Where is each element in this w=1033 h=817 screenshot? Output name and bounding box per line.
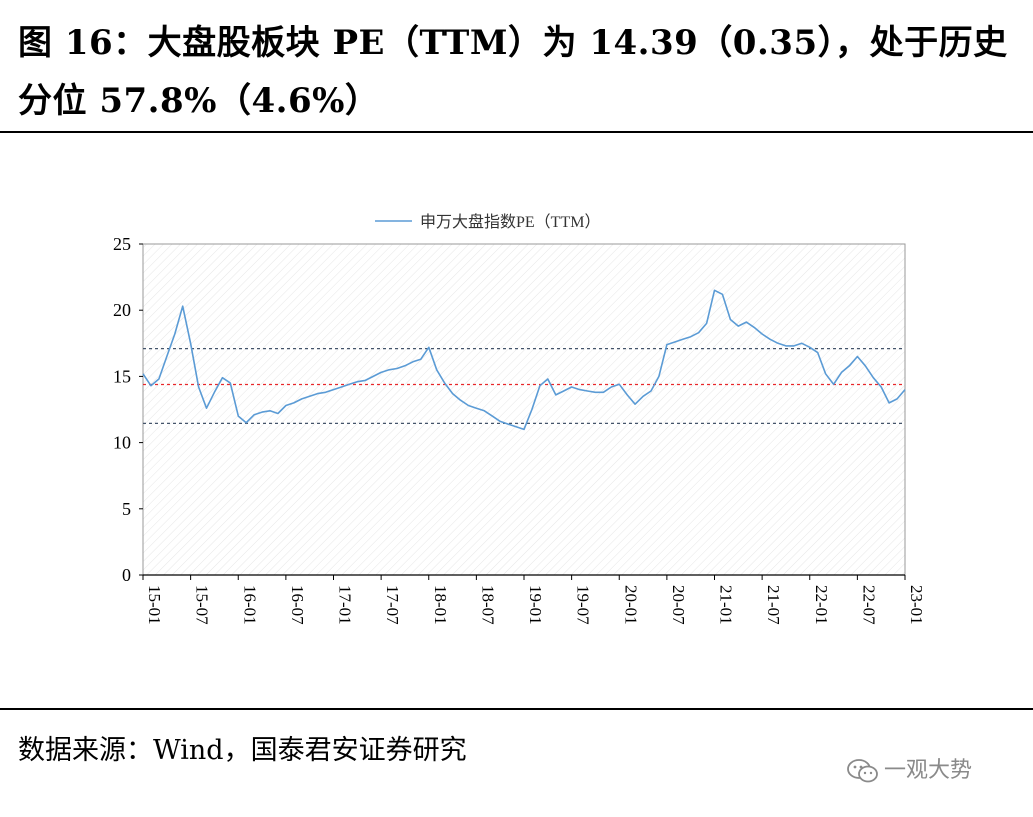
- y-tick-label: 25: [113, 234, 131, 254]
- y-tick-label: 20: [113, 300, 131, 320]
- legend: 申万大盘指数PE（TTM）: [375, 212, 600, 231]
- x-tick-label: 21-07: [764, 585, 783, 625]
- plot-area: [142, 243, 906, 576]
- x-tick-label: 15-07: [193, 585, 212, 625]
- x-tick-label: 17-01: [336, 585, 355, 625]
- y-tick-label: 10: [113, 433, 131, 453]
- reference-lines: [143, 347, 905, 425]
- x-tick-label: 22-07: [859, 585, 878, 625]
- x-tick-label: 22-01: [812, 585, 831, 625]
- source-note: 数据来源：Wind，国泰君安证券研究: [18, 735, 467, 766]
- x-axis: 15-01 15-07 16-01 16-07 17-01 17-07 18-01 18-07…: [142, 575, 926, 625]
- series-line: [142, 289, 906, 431]
- x-tick-label: 16-07: [288, 585, 307, 625]
- x-tick-label: 23-01: [907, 585, 926, 625]
- y-axis: 0 5 10 15 20 25: [113, 234, 143, 585]
- title-rule: [0, 131, 1033, 133]
- watermark-text: 一观大势: [884, 758, 973, 783]
- y-tick-label: 5: [122, 499, 131, 519]
- x-tick-label: 21-01: [717, 585, 736, 625]
- wechat-icon: [847, 759, 878, 783]
- y-tick-label: 0: [122, 565, 131, 585]
- legend-label: 申万大盘指数PE（TTM）: [420, 212, 600, 231]
- figure-title: 图 16：大盘股板块 PE（TTM）为 14.39（0.35），处于历史分位 5…: [18, 23, 1008, 121]
- x-tick-label: 19-01: [526, 585, 545, 625]
- x-tick-label: 20-01: [621, 585, 640, 625]
- watermark: 一观大势: [846, 752, 972, 785]
- x-tick-label: 15-01: [145, 585, 164, 625]
- x-tick-label: 16-01: [240, 585, 259, 625]
- x-tick-label: 20-07: [669, 585, 688, 625]
- y-tick-label: 15: [113, 366, 131, 386]
- x-tick-label: 18-07: [478, 585, 497, 625]
- chart: 0 5 10 15 20 25 15-01 15-07 16-01 16-07 17-01 17-0…: [113, 212, 926, 625]
- x-tick-label: 18-01: [431, 585, 450, 625]
- x-tick-label: 17-07: [383, 585, 402, 625]
- x-tick-label: 19-07: [574, 585, 593, 625]
- source-rule: [0, 708, 1033, 710]
